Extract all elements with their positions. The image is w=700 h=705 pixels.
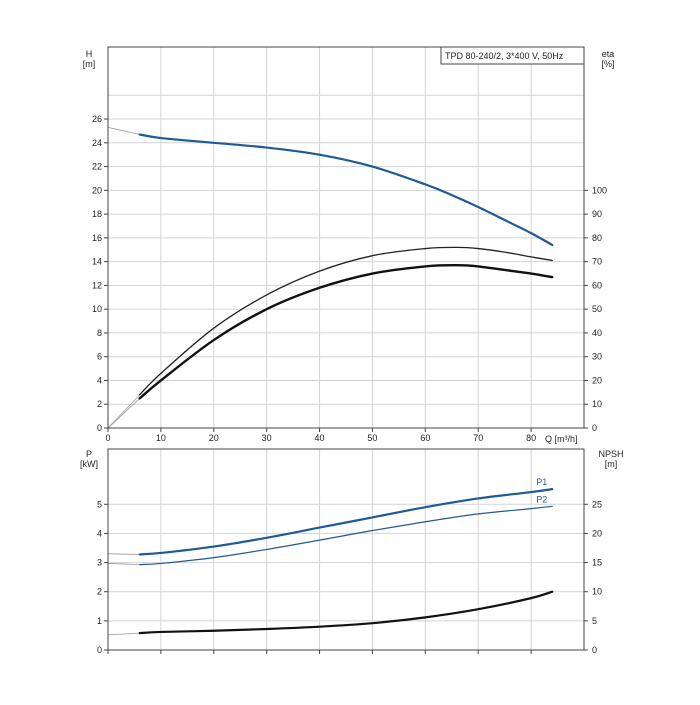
head-left-tick-18: 18 — [92, 209, 102, 219]
head-tick-layer: 0246810121416182022242601020304050607080… — [92, 114, 607, 443]
head-axis-unit: [m] — [83, 59, 96, 69]
head-right-tick-60: 60 — [592, 280, 602, 290]
head-left-tick-14: 14 — [92, 257, 102, 267]
npsh-axis-label: NPSH — [598, 449, 623, 459]
head-left-tick-0: 0 — [97, 423, 102, 433]
head-right-tick-0: 0 — [592, 423, 597, 433]
power-right-tick-5: 5 — [592, 616, 597, 626]
power-series-P1-label: P1 — [536, 477, 547, 487]
head-left-tick-10: 10 — [92, 304, 102, 314]
power-series-P2-line — [139, 505, 553, 566]
head-right-tick-20: 20 — [592, 375, 602, 385]
power-right-tick-20: 20 — [592, 528, 602, 538]
head-x-tick-10: 10 — [156, 433, 166, 443]
head-right-tick-70: 70 — [592, 257, 602, 267]
head-x-tick-60: 60 — [420, 433, 430, 443]
head-x-tick-50: 50 — [367, 433, 377, 443]
power-right-tick-10: 10 — [592, 587, 602, 597]
power-series-P2-label: P2 — [536, 494, 547, 504]
power-left-tick-1: 1 — [97, 616, 102, 626]
head-left-tick-22: 22 — [92, 162, 102, 172]
head-right-tick-90: 90 — [592, 209, 602, 219]
head-right-tick-10: 10 — [592, 399, 602, 409]
power-axis-label: P — [86, 449, 92, 459]
head-x-tick-40: 40 — [315, 433, 325, 443]
head-right-tick-40: 40 — [592, 328, 602, 338]
power-left-tick-0: 0 — [97, 645, 102, 655]
head-series-layer — [107, 126, 554, 429]
head-series-2-extension — [107, 394, 141, 429]
head-left-tick-20: 20 — [92, 185, 102, 195]
power-series-3-extension — [107, 632, 140, 636]
head-left-tick-4: 4 — [97, 375, 102, 385]
head-right-tick-50: 50 — [592, 304, 602, 314]
head-axis-label: H — [86, 49, 93, 59]
head-efficiency-panel: 0246810121416182022242601020304050607080… — [83, 46, 615, 444]
power-left-tick-3: 3 — [97, 558, 102, 568]
chart-title: TPD 80-240/2, 3*400 V, 50Hz — [445, 51, 564, 61]
head-x-tick-0: 0 — [105, 433, 110, 443]
head-x-tick-30: 30 — [262, 433, 272, 443]
head-x-tick-80: 80 — [526, 433, 536, 443]
head-series-2-line — [139, 246, 553, 396]
head-left-tick-16: 16 — [92, 233, 102, 243]
head-left-tick-12: 12 — [92, 280, 102, 290]
head-series-1-extension — [107, 126, 140, 135]
power-series-layer: P1 P2 — [107, 477, 554, 636]
power-left-tick-5: 5 — [97, 499, 102, 509]
eta-axis-unit: [%] — [601, 59, 614, 69]
power-left-tick-4: 4 — [97, 528, 102, 538]
head-series-3-extension — [107, 397, 141, 429]
head-x-tick-70: 70 — [473, 433, 483, 443]
npsh-axis-unit: [m] — [605, 459, 618, 469]
head-right-tick-80: 80 — [592, 233, 602, 243]
power-right-tick-0: 0 — [592, 645, 597, 655]
head-x-tick-20: 20 — [209, 433, 219, 443]
title-box — [440, 46, 585, 65]
head-right-tick-30: 30 — [592, 352, 602, 362]
power-right-tick-15: 15 — [592, 558, 602, 568]
power-series-3-line — [138, 590, 554, 635]
power-series-P1-line — [138, 488, 554, 556]
power-grid — [108, 449, 584, 650]
head-left-tick-24: 24 — [92, 138, 102, 148]
eta-axis-label: eta — [602, 49, 615, 59]
head-left-tick-8: 8 — [97, 328, 102, 338]
head-series-3-line — [138, 263, 554, 400]
power-axis-unit: [kW] — [80, 459, 98, 469]
head-left-tick-6: 6 — [97, 352, 102, 362]
power-left-tick-2: 2 — [97, 587, 102, 597]
power-series-P1-extension — [107, 553, 140, 555]
flow-axis-label: Q [m³/h] — [545, 434, 578, 444]
head-left-tick-2: 2 — [97, 399, 102, 409]
power-tick-layer: 0 1 2 3 4 5 0 5 10 15 20 25 — [97, 499, 602, 655]
power-plot-frame — [107, 448, 585, 651]
power-npsh-panel: P1 P2 0 1 2 3 4 5 0 5 10 15 20 25 P [kW] NPSH [m] — [80, 448, 624, 655]
power-right-tick-25: 25 — [592, 499, 602, 509]
head-series-1-line — [138, 133, 554, 247]
power-series-P2-extension — [107, 563, 140, 566]
head-right-tick-100: 100 — [592, 185, 607, 195]
head-grid — [108, 47, 584, 428]
head-left-tick-26: 26 — [92, 114, 102, 124]
